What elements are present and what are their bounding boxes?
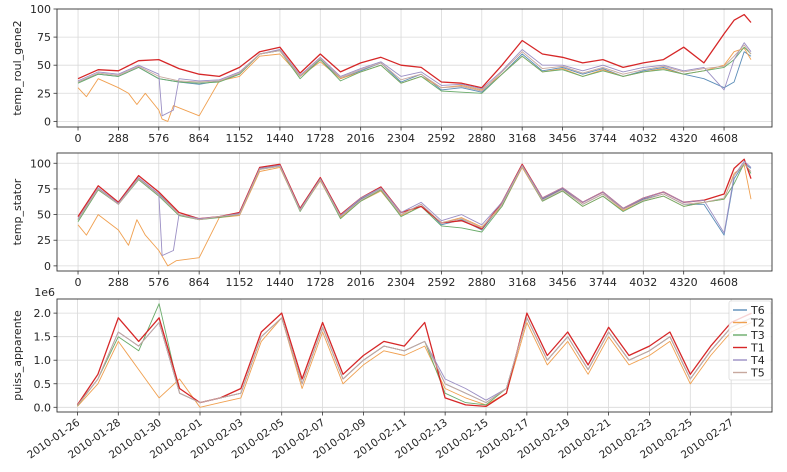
x-tick-label: 864 (189, 276, 210, 289)
series-line-t5 (77, 317, 752, 406)
x-tick-label: 4032 (629, 276, 657, 289)
series-group (76, 303, 752, 408)
y-tick-label: 75 (37, 31, 51, 44)
y-tick-label: 0 (44, 115, 51, 128)
x-tick-label: 2304 (387, 132, 415, 145)
x-axis: 2010-01-262010-01-282010-01-302010-02-01… (25, 412, 736, 461)
series-group (77, 158, 752, 267)
y-tick-label: 0 (44, 260, 51, 273)
x-axis: 0 288 576 864 1152 1440 1728 2016 2304 2592 2880 31… (75, 271, 738, 289)
y-axis: 0 25 50 75 100 (30, 157, 57, 273)
series-line-t5 (77, 44, 752, 92)
x-tick-label: 4320 (670, 276, 698, 289)
x-tick-label: 864 (189, 132, 210, 145)
y-axis: 0 25 50 75 100 (30, 3, 57, 128)
y-axis-label: puiss_apparente (11, 310, 24, 401)
x-tick-label: 288 (108, 132, 129, 145)
x-axis: 0 288 576 864 1152 1440 1728 2016 2304 2592 2880 31… (75, 127, 738, 145)
x-tick-label: 0 (75, 276, 82, 289)
series-line-t6 (77, 317, 752, 406)
x-tick-label: 2304 (387, 276, 415, 289)
y-axis-label: temp_stator (11, 178, 24, 245)
x-tick-label: 1728 (306, 276, 334, 289)
series-line-t3 (77, 46, 752, 94)
x-tick-label: 1152 (226, 276, 254, 289)
series-line-t1 (77, 13, 752, 89)
legend-label-t5: T5 (750, 367, 765, 380)
axes-frame (56, 8, 773, 128)
series-line-t1 (76, 312, 752, 408)
x-tick-label: 2592 (427, 132, 455, 145)
axes-frame (56, 298, 773, 413)
subplot-temp-roul-gene2: 0 288 576 864 1152 1440 1728 2016 2304 2592 2880 31… (11, 3, 773, 145)
x-tick-label: 3168 (508, 132, 536, 145)
x-tick-label: 1440 (266, 276, 294, 289)
x-tick-label: 2880 (468, 276, 496, 289)
x-tick-label: 1152 (226, 132, 254, 145)
y-tick-label: 2.0 (34, 307, 52, 320)
y-tick-label: 0.5 (34, 378, 52, 391)
x-tick-label: 4320 (670, 132, 698, 145)
legend-label-t2: T2 (750, 317, 765, 330)
series-group (77, 13, 752, 122)
x-tick-label: 3168 (508, 276, 536, 289)
legend-label-t3: T3 (750, 329, 765, 342)
x-tick-label: 4032 (629, 132, 657, 145)
y-tick-label: 100 (30, 3, 51, 16)
series-line-t1 (77, 158, 752, 230)
y-tick-label: 50 (37, 209, 51, 222)
y-offset-label: 1e6 (34, 286, 55, 299)
series-line-t4 (77, 160, 752, 257)
x-tick-label: 3456 (549, 276, 577, 289)
x-tick-label: 0 (75, 132, 82, 145)
y-tick-label: 100 (30, 157, 51, 170)
series-line-t4 (77, 317, 752, 406)
y-tick-label: 75 (37, 183, 51, 196)
series-line-t5 (77, 162, 752, 229)
y-tick-label: 1.5 (34, 331, 52, 344)
y-axis-label: temp_roul_gene2 (11, 20, 24, 115)
legend-label-t1: T1 (750, 342, 765, 355)
x-tick-label: 3744 (589, 276, 617, 289)
y-tick-label: 25 (37, 234, 51, 247)
x-tick-label: 4608 (710, 132, 738, 145)
x-tick-label: 4608 (710, 276, 738, 289)
axes-frame (56, 152, 773, 272)
x-tick-label: 1440 (266, 132, 294, 145)
x-tick-label: 3744 (589, 132, 617, 145)
x-tick-label: 1728 (306, 132, 334, 145)
x-tick-label: 2016 (347, 132, 375, 145)
x-tick-label: 3456 (549, 132, 577, 145)
y-tick-label: 1.0 (34, 354, 52, 367)
x-tick-label: 2592 (427, 276, 455, 289)
x-tick-label: 576 (148, 132, 169, 145)
gridlines (57, 153, 772, 271)
gridlines (57, 299, 772, 412)
legend-label-t6: T6 (750, 304, 765, 317)
y-tick-label: 25 (37, 87, 51, 100)
legend-label-t4: T4 (750, 354, 765, 367)
x-tick-label: 2016 (347, 276, 375, 289)
y-axis: 0.0 0.5 1.0 1.5 2.0 (34, 307, 57, 414)
x-tick-label: 576 (148, 276, 169, 289)
y-tick-label: 50 (37, 59, 51, 72)
series-line-t2 (77, 47, 752, 122)
x-tick-label: 288 (108, 276, 129, 289)
subplot-temp-stator: 0 288 576 864 1152 1440 1728 2016 2304 2592 2880 31… (11, 152, 773, 289)
subplot-puiss-apparente: 2010-01-262010-01-282010-01-302010-02-01… (11, 286, 773, 461)
series-line-t2 (77, 317, 752, 408)
x-tick-label: 2880 (468, 132, 496, 145)
y-tick-label: 0.0 (34, 401, 52, 414)
series-line-t4 (77, 42, 752, 117)
